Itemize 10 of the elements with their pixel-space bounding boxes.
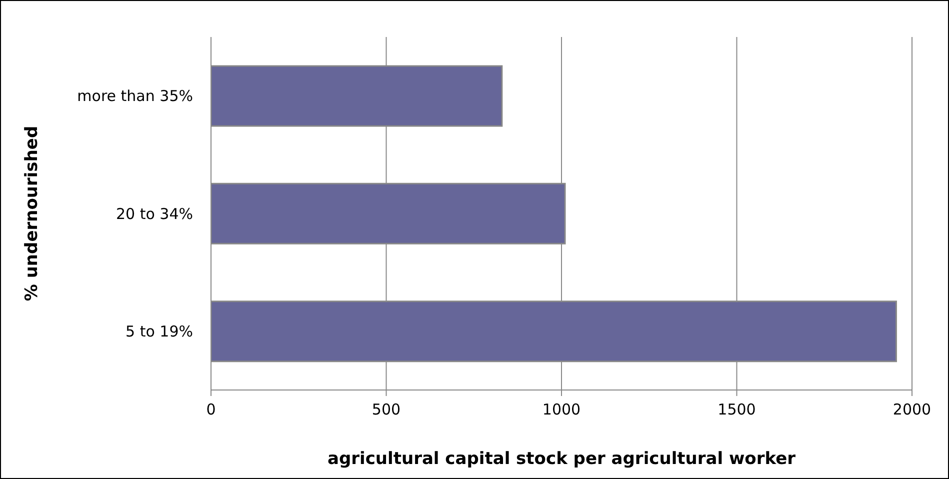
- y-tick-label: 5 to 19%: [126, 322, 193, 340]
- x-tick-label: 2000: [892, 400, 932, 419]
- x-tick-label: 1000: [542, 400, 581, 419]
- x-tick-label: 500: [372, 400, 401, 419]
- x-tick-label: 1500: [718, 400, 756, 419]
- y-tick-label: 20 to 34%: [116, 204, 193, 223]
- y-axis-title: % undernourished: [22, 126, 42, 302]
- x-tick-label: 0: [206, 400, 216, 419]
- x-axis-title: agricultural capital stock per agricultural worker: [327, 449, 796, 469]
- y-tick-label: more than 35%: [77, 87, 193, 106]
